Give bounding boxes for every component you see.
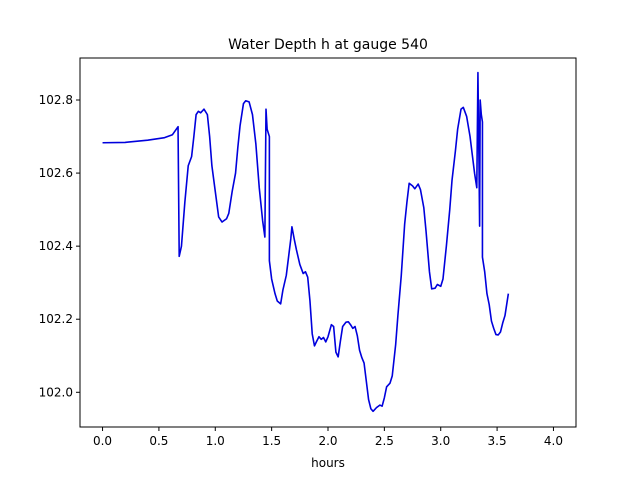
x-tick-label: 3.0 bbox=[431, 434, 450, 448]
x-tick-label: 4.0 bbox=[544, 434, 563, 448]
x-tick-label: 2.5 bbox=[375, 434, 394, 448]
x-axis-ticks: 0.0 0.5 1.0 1.5 2.0 2.5 3.0 3.5 4.0 bbox=[93, 427, 563, 448]
y-tick-label: 102.2 bbox=[39, 312, 73, 326]
x-tick-label: 1.5 bbox=[262, 434, 281, 448]
x-tick-label: 3.5 bbox=[488, 434, 507, 448]
plot-layer bbox=[102, 71, 510, 413]
x-axis-label: hours bbox=[311, 456, 345, 470]
axes-frame bbox=[79, 57, 577, 428]
x-tick-label: 2.0 bbox=[318, 434, 337, 448]
y-tick-label: 102.0 bbox=[39, 385, 73, 399]
series-line-0 bbox=[102, 71, 510, 413]
y-tick-label: 102.4 bbox=[39, 239, 73, 253]
x-tick-label: 0.5 bbox=[149, 434, 168, 448]
chart-title: Water Depth h at gauge 540 bbox=[228, 37, 428, 53]
y-tick-label: 102.8 bbox=[39, 93, 73, 107]
y-axis-ticks: 102.0 102.2 102.4 102.6 102.8 bbox=[39, 93, 80, 399]
y-tick-label: 102.6 bbox=[39, 166, 73, 180]
x-tick-label: 1.0 bbox=[206, 434, 225, 448]
x-tick-label: 0.0 bbox=[93, 434, 112, 448]
